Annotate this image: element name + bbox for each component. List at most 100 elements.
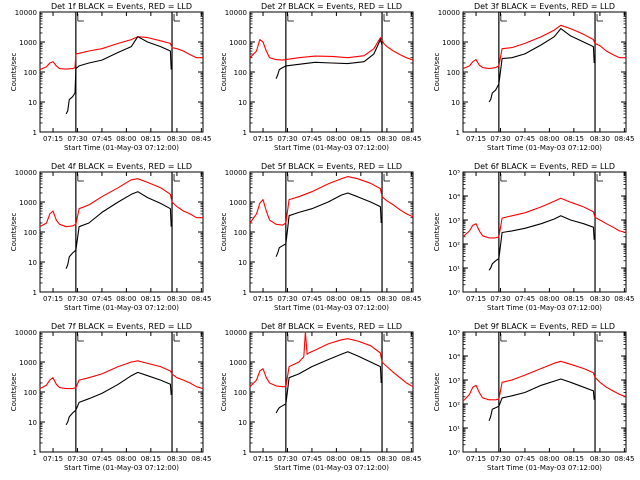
- x-axis-label: Start Time (01-May-03 07:12:00): [274, 304, 389, 312]
- y-tick-label: 10¹: [448, 425, 460, 433]
- axes-frame: [39, 331, 204, 453]
- panel-title: Det 8f BLACK = Events, RED = LLD: [261, 322, 402, 331]
- y-axis-label: Counts/sec: [433, 213, 441, 252]
- x-tick-label: 08:15: [564, 455, 584, 463]
- x-tick-label: 07:45: [92, 135, 112, 143]
- x-axis-label: Start Time (01-May-03 07:12:00): [64, 304, 179, 312]
- y-tick-label: 1000: [229, 359, 247, 367]
- x-tick-label: 08:30: [377, 135, 397, 143]
- panel-det-1: Det 1f BLACK = Events, RED = LLD 1 10 100 10…: [10, 2, 211, 152]
- y-tick-label: 10³: [448, 377, 460, 385]
- panel-title: Det 6f BLACK = Events, RED = LLD: [474, 162, 615, 171]
- panel-title: Det 4f BLACK = Events, RED = LLD: [51, 162, 192, 171]
- y-tick-label: 10000: [15, 9, 37, 17]
- series-lld-line: [249, 37, 414, 61]
- y-tick-label: 10: [28, 419, 37, 427]
- x-tick-label: 08:15: [141, 295, 161, 303]
- panel-det-6: Det 6f BLACK = Events, RED = LLD 10⁰ 10¹ 10…: [433, 162, 634, 312]
- x-tick-label: 07:45: [92, 455, 112, 463]
- x-tick-label: 07:15: [253, 295, 273, 303]
- series-events-line: [488, 215, 595, 271]
- y-tick-label: 10: [28, 259, 37, 267]
- y-tick-label: 10²: [448, 401, 460, 409]
- x-tick-label: 07:15: [43, 295, 63, 303]
- axes-frame: [39, 171, 204, 293]
- x-tick-label: 07:15: [466, 295, 486, 303]
- series-lld-line: [249, 331, 414, 388]
- y-tick-label: 100: [24, 389, 37, 397]
- axes-frame: [39, 11, 204, 133]
- x-tick-label: 07:45: [302, 135, 322, 143]
- series-events-line: [65, 371, 172, 426]
- x-tick-label: 08:15: [351, 295, 371, 303]
- x-tick-label: 08:45: [401, 295, 421, 303]
- y-axis-label: Counts/sec: [433, 53, 441, 92]
- y-tick-label: 10⁴: [448, 353, 460, 361]
- y-axis-label: Counts/sec: [10, 53, 18, 92]
- y-tick-label: 1000: [19, 39, 37, 47]
- y-tick-label: 1000: [19, 199, 37, 207]
- panel-det-5: Det 5f BLACK = Events, RED = LLD 1 10 100 10…: [220, 162, 421, 312]
- x-tick-label: 07:30: [67, 455, 87, 463]
- x-tick-label: 07:45: [515, 455, 535, 463]
- axes-frame: [462, 171, 627, 293]
- y-tick-label: 10000: [438, 9, 460, 17]
- y-tick-label: 10000: [225, 329, 247, 337]
- y-tick-label: 1: [243, 449, 247, 457]
- x-tick-label: 08:45: [191, 135, 211, 143]
- y-tick-label: 10: [28, 99, 37, 107]
- axes-frame: [249, 171, 414, 293]
- axes-frame: [249, 11, 414, 133]
- series-lld-line: [462, 24, 626, 70]
- x-tick-label: 07:30: [490, 295, 510, 303]
- panel-title: Det 1f BLACK = Events, RED = LLD: [51, 2, 192, 11]
- x-tick-label: 08:00: [326, 455, 346, 463]
- x-tick-label: 08:15: [141, 455, 161, 463]
- panel-title: Det 7f BLACK = Events, RED = LLD: [51, 322, 192, 331]
- y-tick-label: 1: [33, 449, 37, 457]
- x-tick-label: 07:45: [515, 295, 535, 303]
- series-events-line: [65, 191, 172, 269]
- y-tick-label: 10⁵: [448, 169, 460, 177]
- x-tick-label: 08:45: [614, 135, 634, 143]
- y-tick-label: 1000: [229, 39, 247, 47]
- series-lld-line: [39, 36, 203, 71]
- x-tick-label: 08:00: [539, 455, 559, 463]
- series-lld-line: [249, 176, 414, 226]
- panel-title: Det 9f BLACK = Events, RED = LLD: [474, 322, 615, 331]
- x-tick-label: 07:45: [515, 135, 535, 143]
- y-tick-label: 1000: [442, 39, 460, 47]
- x-tick-label: 08:30: [590, 295, 610, 303]
- y-axis-label: Counts/sec: [220, 53, 228, 92]
- panel-title: Det 5f BLACK = Events, RED = LLD: [261, 162, 402, 171]
- y-tick-label: 10: [238, 99, 247, 107]
- x-tick-label: 08:00: [539, 135, 559, 143]
- y-tick-label: 10: [238, 259, 247, 267]
- x-tick-label: 08:00: [326, 135, 346, 143]
- series-lld-line: [39, 360, 204, 390]
- series-lld-line: [39, 178, 203, 228]
- panel-det-4: Det 4f BLACK = Events, RED = LLD 1 10 100 10…: [10, 162, 211, 312]
- series-lld-line: [462, 360, 627, 402]
- panel-det-9: Det 9f BLACK = Events, RED = LLD 10⁰ 10¹ 10…: [433, 322, 634, 472]
- y-tick-label: 10⁵: [448, 329, 460, 337]
- x-tick-label: 08:30: [167, 295, 187, 303]
- series-events-line: [275, 192, 382, 257]
- x-axis-label: Start Time (01-May-03 07:12:00): [487, 304, 602, 312]
- x-tick-label: 08:15: [564, 135, 584, 143]
- y-tick-label: 1: [33, 129, 37, 137]
- y-tick-label: 10000: [15, 169, 37, 177]
- panel-det-7: Det 7f BLACK = Events, RED = LLD 1 10 100 10…: [10, 322, 211, 472]
- x-axis-label: Start Time (01-May-03 07:12:00): [64, 144, 179, 152]
- y-axis-label: Counts/sec: [10, 213, 18, 252]
- x-tick-label: 07:30: [277, 135, 297, 143]
- x-tick-label: 07:15: [253, 135, 273, 143]
- y-tick-label: 1: [456, 129, 460, 137]
- x-tick-label: 07:30: [67, 135, 87, 143]
- y-axis-label: Counts/sec: [220, 373, 228, 412]
- x-axis-label: Start Time (01-May-03 07:12:00): [64, 464, 179, 472]
- series-lld-line: [462, 197, 627, 239]
- y-tick-label: 1: [243, 129, 247, 137]
- y-tick-label: 10000: [225, 169, 247, 177]
